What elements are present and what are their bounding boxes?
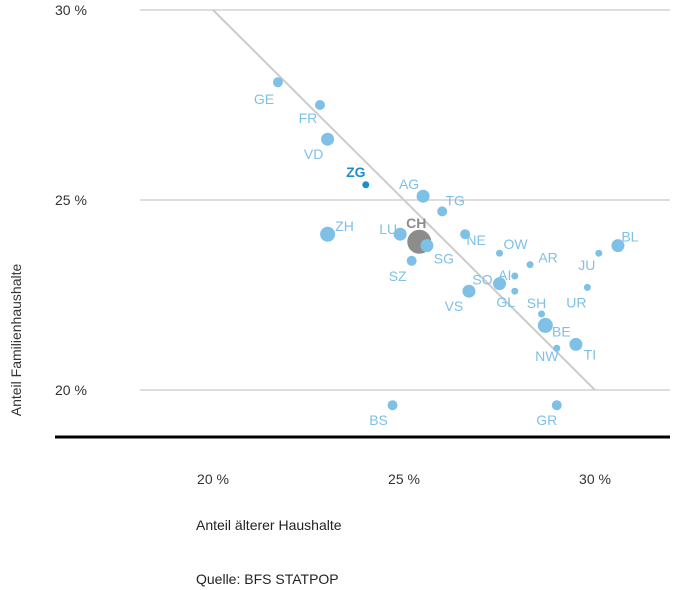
- label-so: SO: [472, 272, 492, 288]
- label-ne: NE: [466, 232, 485, 248]
- point-sz: [406, 255, 417, 266]
- point-vd: [321, 132, 335, 146]
- point-gl: [511, 287, 519, 295]
- data-points: [272, 77, 625, 411]
- label-sz: SZ: [389, 268, 407, 284]
- point-ow: [496, 249, 503, 257]
- label-ar: AR: [538, 250, 557, 266]
- label-vs: VS: [445, 298, 464, 314]
- label-lu: LU: [379, 221, 397, 237]
- y-tick-labels: 20 % 25 % 30 %: [55, 2, 87, 398]
- point-ge: [272, 77, 283, 88]
- x-tick-label: 30 %: [579, 471, 611, 487]
- point-bl: [611, 239, 625, 253]
- label-ai: AI: [498, 267, 511, 283]
- label-ti: TI: [584, 346, 596, 362]
- label-ch: CH: [406, 215, 426, 231]
- x-tick-label: 25 %: [388, 471, 420, 487]
- point-ar: [526, 261, 534, 269]
- point-zh: [320, 226, 336, 242]
- label-ur: UR: [566, 294, 586, 310]
- label-gr: GR: [536, 412, 557, 428]
- point-fr: [314, 100, 325, 110]
- point-ne: [460, 229, 471, 240]
- label-nw: NW: [535, 348, 559, 364]
- label-zh: ZH: [335, 218, 354, 234]
- point-vs: [462, 284, 476, 298]
- y-axis-label: Anteil Familienhaushalte: [8, 264, 24, 417]
- point-bs: [387, 400, 398, 411]
- trend-line: [212, 9, 596, 391]
- x-tick-labels: 20 % 25 % 30 %: [197, 471, 611, 487]
- point-nw: [553, 344, 561, 352]
- point-zg: [362, 181, 370, 189]
- point-be: [537, 317, 553, 333]
- point-tg: [437, 206, 448, 217]
- label-ge: GE: [254, 91, 274, 107]
- point-sg: [420, 239, 434, 253]
- y-tick-label: 30 %: [55, 2, 87, 18]
- y-tick-label: 20 %: [55, 382, 87, 398]
- x-tick-label: 20 %: [197, 471, 229, 487]
- source-note: Quelle: BFS STATPOP: [196, 571, 339, 587]
- label-bs: BS: [369, 412, 388, 428]
- label-ow: OW: [503, 236, 528, 252]
- label-be: BE: [552, 323, 571, 339]
- y-tick-label: 25 %: [55, 192, 87, 208]
- label-sg: SG: [434, 251, 454, 267]
- point-ai: [511, 272, 519, 280]
- point-ur: [583, 283, 591, 291]
- point-sh: [538, 310, 546, 318]
- x-axis-label: Anteil älterer Haushalte: [196, 517, 342, 533]
- label-tg: TG: [445, 192, 464, 208]
- label-vd: VD: [304, 146, 323, 162]
- label-bl: BL: [621, 229, 638, 245]
- label-ju: JU: [578, 257, 595, 273]
- point-ju: [595, 249, 603, 257]
- label-ag: AG: [399, 176, 419, 192]
- point-lu: [393, 227, 407, 241]
- point-ag: [416, 189, 430, 203]
- label-zg: ZG: [346, 164, 366, 180]
- point-gr: [551, 400, 562, 411]
- point-so: [493, 277, 506, 291]
- point-ti: [569, 337, 583, 351]
- label-gl: GL: [496, 294, 515, 310]
- label-sh: SH: [527, 295, 546, 311]
- label-fr: FR: [299, 110, 318, 126]
